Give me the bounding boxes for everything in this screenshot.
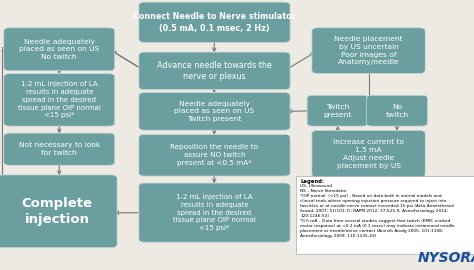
FancyBboxPatch shape	[4, 74, 115, 126]
Text: Increase current to
1.5 mA
Adjust needle
placement by US: Increase current to 1.5 mA Adjust needle…	[333, 139, 404, 168]
Text: Advance needle towards the
nerve or plexus: Advance needle towards the nerve or plex…	[157, 61, 272, 81]
Text: Connect Needle to Nerve stimulator
(0.5 mA, 0.1 msec, 2 Hz): Connect Needle to Nerve stimulator (0.5 …	[133, 12, 296, 32]
Text: Reposition the needle to
assure NO twitch
present at <0.5 mA*: Reposition the needle to assure NO twitc…	[171, 144, 258, 166]
Text: Twitch
present: Twitch present	[323, 104, 352, 117]
FancyBboxPatch shape	[312, 28, 425, 73]
FancyBboxPatch shape	[139, 183, 290, 242]
Text: 1-2 mL injection of LA
results in adequate
spread in the desired
tissue plane OI: 1-2 mL injection of LA results in adequa…	[18, 81, 100, 119]
Text: No
twitch: No twitch	[385, 104, 409, 117]
FancyBboxPatch shape	[139, 2, 290, 42]
Text: Needle placement
by US uncertain
Poor images of
Anatomy/needle: Needle placement by US uncertain Poor im…	[334, 36, 403, 65]
FancyBboxPatch shape	[312, 130, 425, 177]
Text: NYSORA: NYSORA	[418, 251, 474, 265]
FancyBboxPatch shape	[139, 52, 290, 90]
Text: US- Ultrasound
NS – Nerve Stimulator
*OIP normal  (<15 psi) - Based on data both: US- Ultrasound NS – Nerve Stimulator *OI…	[300, 184, 455, 238]
FancyBboxPatch shape	[4, 28, 115, 71]
FancyBboxPatch shape	[0, 175, 117, 248]
Text: Needle adequately
placed as seen on US
No twitch: Needle adequately placed as seen on US N…	[19, 39, 100, 60]
Text: 1-2 mL injection of LA
results in adequate
spread in the desired
tissue plane OI: 1-2 mL injection of LA results in adequa…	[173, 194, 256, 231]
FancyBboxPatch shape	[307, 95, 368, 126]
FancyBboxPatch shape	[139, 93, 290, 130]
FancyBboxPatch shape	[366, 95, 428, 126]
FancyBboxPatch shape	[296, 176, 474, 254]
FancyBboxPatch shape	[4, 133, 115, 165]
Text: Needle adequately
placed as seen on US
Twitch present: Needle adequately placed as seen on US T…	[174, 101, 255, 122]
FancyBboxPatch shape	[139, 134, 290, 176]
Text: Complete
injection: Complete injection	[21, 197, 92, 226]
Text: ®: ®	[465, 252, 471, 257]
Text: Not necessary to look
for twitch: Not necessary to look for twitch	[18, 142, 100, 156]
Text: Legend:: Legend:	[300, 179, 324, 184]
